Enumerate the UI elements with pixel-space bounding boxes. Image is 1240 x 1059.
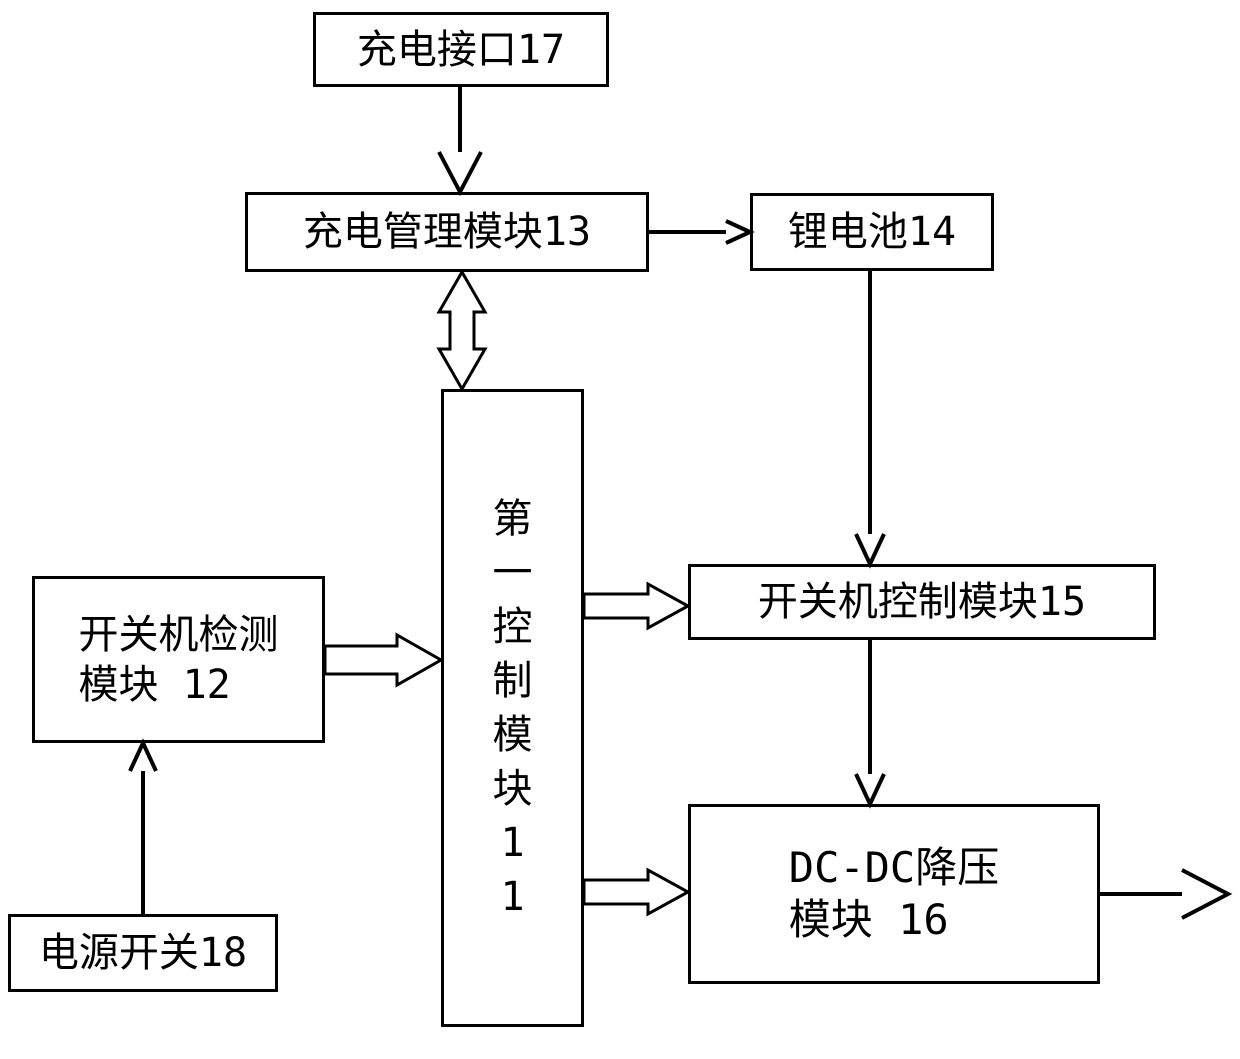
arrow-charge-if-to-mgmt [439, 87, 481, 192]
arrow-dcdc-out [1100, 870, 1228, 918]
arrow-control-to-pwrctrl [584, 584, 688, 628]
charging-mgmt-box: 充电管理模块13 [245, 192, 649, 272]
power-control-label: 开关机控制模块15 [758, 577, 1086, 627]
dcdc-label: DC-DC降压 模块 16 [789, 842, 999, 947]
arrow-mgmt-to-battery [649, 221, 750, 243]
arrow-control-to-dcdc [584, 870, 688, 914]
power-detect-label: 开关机检测 模块 12 [79, 610, 279, 710]
first-control-label: 第一控制模块11 [493, 492, 533, 924]
power-control-box: 开关机控制模块15 [688, 564, 1156, 640]
lithium-battery-label: 锂电池14 [788, 207, 956, 257]
lithium-battery-box: 锂电池14 [750, 193, 994, 271]
dcdc-box: DC-DC降压 模块 16 [688, 804, 1100, 984]
arrow-pwrctrl-to-dcdc [856, 640, 884, 804]
power-switch-box: 电源开关18 [8, 914, 278, 992]
arrow-mgmt-to-control [439, 272, 485, 389]
arrow-battery-to-pwrctrl [856, 271, 884, 564]
charging-interface-label: 充电接口17 [357, 25, 565, 75]
first-control-box: 第一控制模块11 [441, 389, 584, 1027]
charging-interface-box: 充电接口17 [313, 12, 609, 87]
arrow-detect-to-control [325, 635, 441, 685]
arrow-switch-to-detect [130, 743, 156, 914]
power-switch-label: 电源开关18 [39, 928, 247, 978]
power-detect-box: 开关机检测 模块 12 [32, 576, 325, 743]
charging-mgmt-label: 充电管理模块13 [303, 207, 591, 257]
